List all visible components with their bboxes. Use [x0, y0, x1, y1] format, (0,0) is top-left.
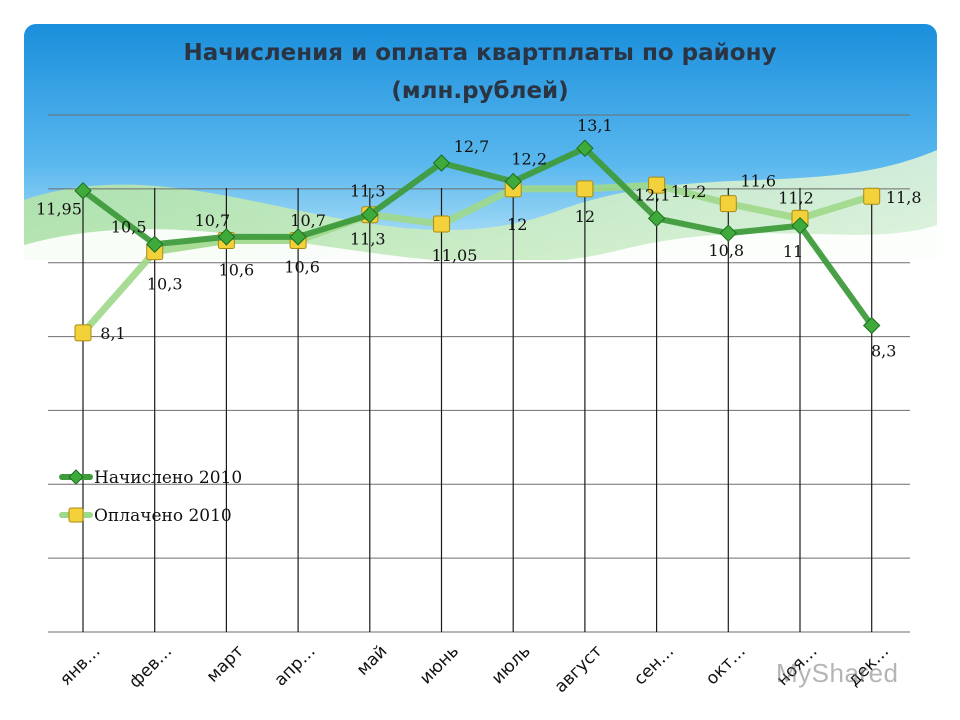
point-marker-paid	[719, 195, 737, 213]
point-marker-accrued	[504, 172, 522, 191]
data-labels: 11,95 10,5 10,7 10,7 11,3 12,7 12,2 13,1 12,1 10,…	[36, 116, 921, 360]
point-marker-accrued	[289, 228, 307, 246]
point-marker-paid	[863, 187, 881, 205]
point-marker-accrued	[719, 224, 738, 242]
x-tick-label: май	[353, 641, 391, 679]
point-marker-paid	[74, 324, 92, 342]
x-tick-label: апр…	[271, 641, 320, 690]
series-line-accrued	[80, 145, 875, 329]
data-label-accrued: 13,1	[577, 116, 613, 135]
point-marker-accrued	[647, 209, 666, 228]
data-label-accrued: 11	[783, 242, 803, 261]
data-label-paid: 10,6	[219, 261, 255, 280]
data-label-paid: 11,2	[778, 188, 814, 207]
watermark: MyShared	[776, 658, 899, 688]
data-label-accrued: 12,1	[635, 185, 671, 204]
data-label-paid: 12	[507, 215, 527, 234]
data-label-paid: 12	[575, 207, 595, 226]
x-tick-label: сен…	[630, 641, 678, 689]
point-marker-accrued	[361, 206, 379, 224]
point-marker-paid	[648, 176, 666, 194]
data-label-accrued: 8,3	[871, 341, 896, 360]
point-marker-accrued	[217, 228, 236, 246]
point-marker-paid	[576, 180, 594, 198]
data-label-paid: 11,2	[671, 182, 707, 201]
point-marker-accrued	[432, 154, 451, 172]
legend-marker-paid	[68, 507, 84, 523]
x-tick-label: янв…	[56, 641, 104, 689]
x-tick-label: март	[203, 641, 248, 686]
data-label-paid: 11,8	[886, 188, 922, 207]
data-label-accrued: 11,3	[350, 182, 386, 201]
x-tick-label: фев…	[125, 641, 176, 692]
point-marker-paid	[433, 215, 450, 233]
data-label-accrued: 12,2	[511, 149, 547, 168]
x-tick-label: август	[551, 641, 607, 697]
data-label-paid: 10,6	[284, 258, 320, 277]
point-marker-accrued	[74, 181, 92, 200]
x-axis-ticks: янв… фев… март апр… май июнь июль август сен… окт…	[56, 641, 893, 697]
point-marker-accrued	[576, 139, 594, 157]
series-layer	[74, 139, 881, 342]
x-tick-label: июль	[488, 641, 535, 688]
grid	[48, 114, 910, 633]
chart-title: Начисления и оплата квартплаты по району	[183, 40, 777, 66]
point-marker-accrued	[145, 235, 164, 253]
data-label-paid: 10,3	[147, 275, 183, 294]
data-label-accrued: 10,7	[290, 211, 326, 230]
data-label-accrued: 12,7	[454, 137, 490, 156]
data-label-accrued: 10,8	[708, 241, 744, 260]
data-label-paid: 11,6	[740, 172, 776, 191]
x-tick-label: июнь	[416, 641, 463, 688]
legend-label-accrued: Начислено 2010	[94, 468, 242, 488]
x-tick-label: окт…	[702, 641, 750, 689]
data-label-paid: 8,1	[100, 324, 125, 343]
legend-label-paid: Оплачено 2010	[94, 506, 232, 526]
point-marker-accrued	[862, 316, 881, 335]
data-label-accrued: 11,95	[36, 200, 82, 219]
data-label-paid: 11,3	[350, 230, 386, 249]
series-line-paid	[79, 181, 876, 337]
data-label-accrued: 10,7	[195, 211, 231, 230]
legend: Начислено 2010 Оплачено 2010	[59, 468, 242, 526]
data-label-accrued: 10,5	[111, 217, 147, 236]
legend-marker-accrued	[68, 469, 84, 485]
point-marker-accrued	[791, 217, 809, 235]
data-label-paid: 11,05	[432, 246, 478, 265]
chart-subtitle: (млн.рублей)	[391, 78, 569, 104]
